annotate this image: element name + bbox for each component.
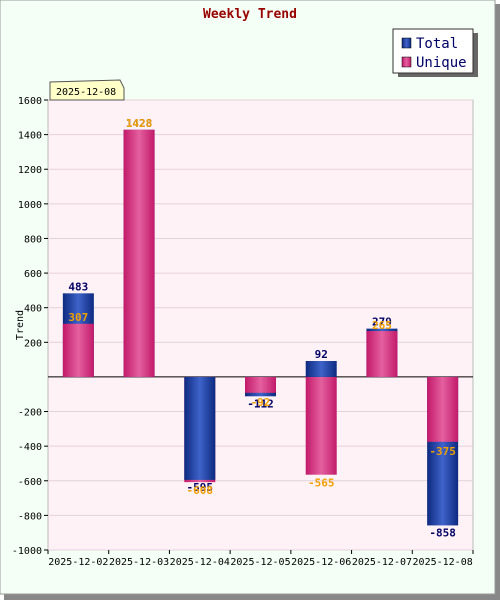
- legend-label-total: Total: [416, 36, 458, 52]
- y-tick-label: 800: [24, 234, 42, 245]
- data-label-total-2025-12-06: 92: [315, 348, 328, 361]
- y-tick-label: -200: [18, 408, 42, 419]
- bar-total-2025-12-04: [184, 376, 216, 480]
- data-label-total-2025-12-05: -112: [247, 397, 274, 410]
- data-label-total-2025-12-02: 483: [68, 280, 88, 293]
- y-tick-label: 400: [24, 304, 42, 315]
- data-labels: 48330714281428-595-608-112-9292-56527926…: [68, 117, 455, 540]
- bar-unique-2025-12-08: [427, 376, 459, 442]
- bar-unique-2025-12-02: [62, 323, 94, 377]
- bars: [62, 129, 459, 526]
- y-tick-label: 1200: [18, 165, 42, 176]
- bar-unique-2025-12-03: [123, 129, 155, 377]
- y-tick-label: -800: [18, 511, 42, 522]
- x-tick-label: 2025-12-06: [291, 557, 351, 568]
- y-tick-label: 1600: [18, 96, 42, 107]
- x-tick-label: 2025-12-08: [413, 557, 473, 568]
- annotation-text: 2025-12-08: [56, 87, 116, 98]
- y-tick-label: -400: [18, 442, 42, 453]
- legend-swatch-unique: [401, 56, 412, 68]
- data-label-total-2025-12-04: -595: [187, 481, 214, 494]
- x-tick-label: 2025-12-07: [352, 557, 412, 568]
- x-axis-ticks: 2025-12-02 2025-12-03 2025-12-04 2025-12-05…: [47, 550, 474, 568]
- grid-lines: [48, 99, 473, 551]
- x-tick-label: 2025-12-05: [230, 557, 290, 568]
- data-label-total-2025-12-07: 279: [372, 316, 392, 329]
- bar-unique-2025-12-05: [245, 376, 276, 393]
- plot-area: [47, 99, 474, 551]
- data-label-unique-2025-12-05: -92: [251, 396, 271, 409]
- y-tick-label: 1400: [18, 131, 42, 142]
- y-tick-label: 200: [24, 338, 42, 349]
- data-label-total-2025-12-03: 1428: [126, 117, 153, 130]
- y-tick-label: 600: [24, 269, 42, 280]
- x-tick-label: 2025-12-04: [170, 557, 230, 568]
- data-label-unique-2025-12-07: 265: [372, 319, 392, 332]
- bar-unique-2025-12-07: [366, 331, 398, 377]
- y-tick-label: -600: [18, 477, 42, 488]
- x-tick-label: 2025-12-02: [48, 557, 108, 568]
- y-tick-label: -1000: [12, 546, 42, 557]
- data-label-unique-2025-12-02: 307: [68, 311, 88, 324]
- data-label-total-2025-12-08: -858: [429, 526, 456, 539]
- data-label-unique-2025-12-08: -375: [429, 445, 456, 458]
- legend: Total Unique: [392, 28, 478, 77]
- data-label-unique-2025-12-06: -565: [308, 477, 335, 490]
- annotation-box: 2025-12-08: [49, 79, 125, 101]
- x-tick-label: 2025-12-03: [109, 557, 169, 568]
- data-label-unique-2025-12-03: 1428: [126, 117, 153, 130]
- y-axis-ticks: -1000 -800 -600 -400 -200 200 400 600 800 1000 120…: [12, 96, 48, 557]
- bar-unique-2025-12-06: [305, 376, 337, 475]
- y-axis-label: Trend: [15, 310, 26, 340]
- data-label-unique-2025-12-04: -608: [187, 484, 214, 497]
- chart-title: Weekly Trend: [203, 7, 297, 22]
- y-tick-label: 1000: [18, 200, 42, 211]
- legend-swatch-total: [401, 37, 412, 49]
- legend-label-unique: Unique: [416, 55, 467, 71]
- bar-total-2025-12-06: [305, 361, 337, 377]
